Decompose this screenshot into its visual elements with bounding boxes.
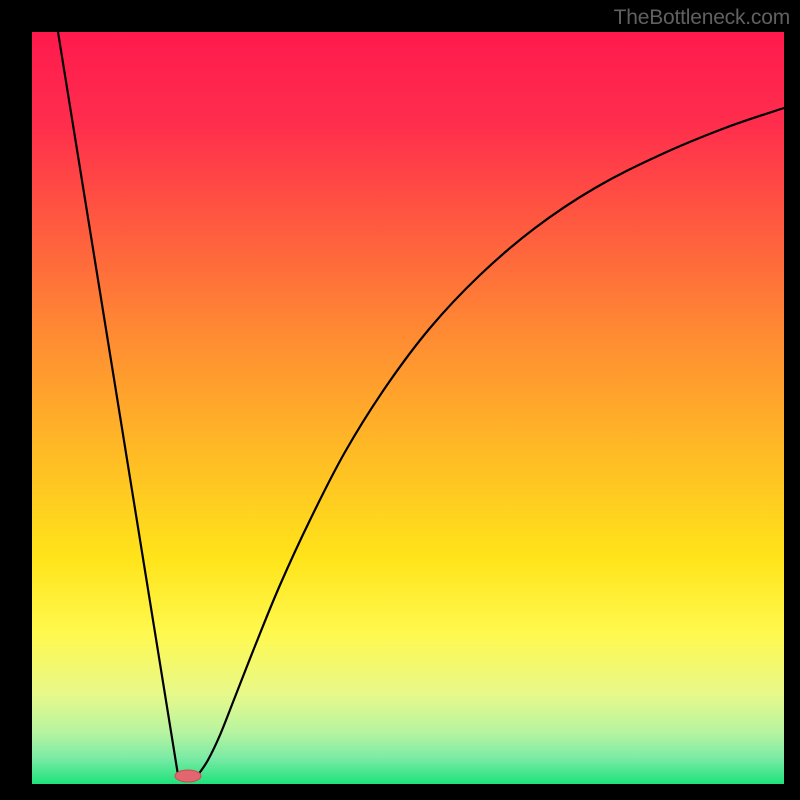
chart-svg [0,0,800,800]
chart-plot-area [32,32,784,784]
bottleneck-chart: TheBottleneck.com [0,0,800,800]
watermark-text: TheBottleneck.com [614,6,790,30]
optimal-marker [175,770,201,782]
